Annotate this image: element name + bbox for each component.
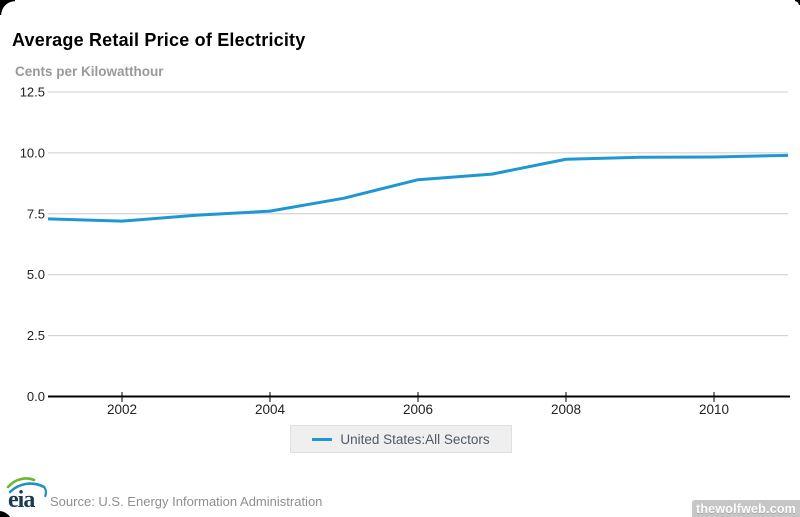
chart-title: Average Retail Price of Electricity: [12, 30, 306, 50]
corner-artifact: [0, 511, 12, 517]
corner-artifact: [795, 0, 800, 5]
eia-logo-text: eia: [8, 487, 35, 512]
x-tick-label: 2008: [551, 402, 581, 417]
x-tick-label: 2010: [699, 402, 729, 417]
legend: United States:All Sectors: [290, 425, 512, 453]
y-axis-caption: Cents per Kilowatthour: [15, 64, 164, 79]
corner-artifact: [0, 0, 15, 15]
data-line-series: [47, 153, 789, 223]
watermark: thewolfweb.com: [691, 500, 800, 517]
y-tick-label: 0.0: [27, 389, 45, 404]
legend-label: United States:All Sectors: [340, 431, 490, 447]
legend-line-swatch: [312, 437, 333, 441]
y-tick-label: 7.5: [27, 206, 45, 221]
eia-logo-green-swoosh: [6, 477, 36, 489]
x-tick-label: 2002: [107, 402, 137, 417]
y-tick-label: 12.5: [20, 85, 45, 100]
source-text: Source: U.S. Energy Information Administ…: [50, 494, 323, 509]
y-tick-label: 10.0: [20, 145, 45, 160]
x-tick-label: 2006: [403, 402, 433, 417]
x-tick-label: 2004: [255, 402, 286, 417]
y-tick-label: 2.5: [27, 328, 45, 343]
eia-logo: eia: [6, 477, 48, 512]
y-tick-label: 5.0: [27, 267, 45, 282]
eia-logo-blue-swoosh: [8, 482, 46, 494]
eia-logo-blue-tail: [42, 485, 48, 498]
